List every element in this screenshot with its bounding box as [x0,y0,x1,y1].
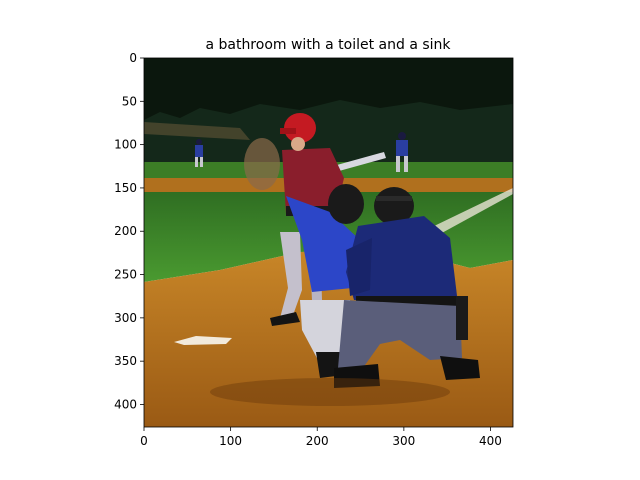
x-tick-label: 200 [306,434,329,448]
y-tick-label: 150 [114,181,137,195]
chart-title: a bathroom with a toilet and a sink [205,37,451,53]
y-tick-label: 400 [114,397,137,411]
foul-line [430,188,513,234]
x-tick-label: 0 [140,434,148,448]
x-axis-ticks: 0 100 200 300 400 [140,427,502,448]
x-tick-label: 400 [479,434,502,448]
fielder-right [396,132,408,172]
ground-shadow [210,378,450,406]
axes-frame [143,57,514,428]
y-tick-label: 100 [114,138,137,152]
y-tick-label: 200 [114,224,137,238]
bat-motion-blur [144,122,250,140]
blurred-hand [244,138,280,190]
home-plate [174,336,232,345]
y-tick-label: 350 [114,354,137,368]
treeline [144,100,513,168]
x-tick-label: 300 [392,434,415,448]
y-tick-label: 250 [114,268,137,282]
y-axis-ticks: 0 50 100 150 200 250 300 350 400 [114,51,144,411]
umpire [334,187,480,388]
y-tick-label: 0 [129,51,137,65]
x-tick-label: 100 [219,434,242,448]
photo-image [144,58,513,427]
fielder-left [195,139,203,167]
y-tick-label: 50 [122,94,137,108]
y-tick-label: 300 [114,311,137,325]
